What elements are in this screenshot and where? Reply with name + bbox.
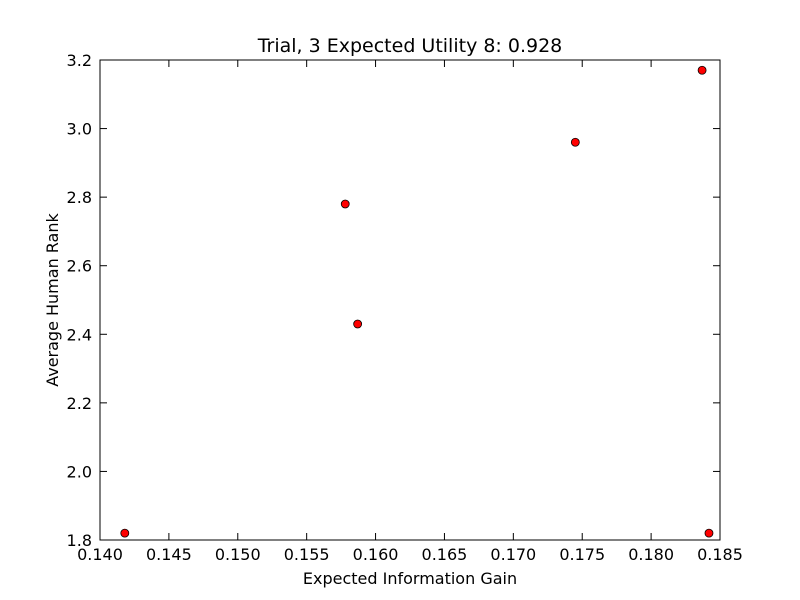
x-tick-label: 0.160 — [353, 545, 399, 564]
x-tick-label: 0.140 — [77, 545, 123, 564]
y-tick-label: 2.6 — [67, 257, 92, 276]
x-tick-label: 0.145 — [146, 545, 192, 564]
plot-frame — [99, 59, 721, 541]
data-point — [340, 199, 350, 209]
data-point — [570, 137, 580, 147]
y-tick-label: 3.2 — [67, 51, 92, 70]
x-axis-label: Expected Information Gain — [303, 569, 517, 588]
x-tick-label: 0.150 — [215, 545, 261, 564]
y-tick-label: 2.4 — [67, 325, 92, 344]
y-tick-label: 1.8 — [67, 531, 92, 550]
ticks-layer: 0.140 0.145 0.150 0.155 0.160 0.165 0.170 0.175… — [67, 51, 743, 564]
x-tick-label: 0.175 — [559, 545, 605, 564]
chart-title: Trial, 3 Expected Utility 8: 0.928 — [257, 35, 563, 57]
data-point — [704, 528, 714, 538]
x-tick-label: 0.155 — [284, 545, 330, 564]
points-layer — [120, 65, 714, 538]
data-point — [353, 319, 363, 329]
y-tick-label: 2.8 — [67, 188, 92, 207]
x-tick-label: 0.185 — [697, 545, 743, 564]
y-tick-label: 2.2 — [67, 394, 92, 413]
x-tick-label: 0.170 — [490, 545, 536, 564]
data-point — [120, 528, 130, 538]
y-axis-label: Average Human Rank — [43, 212, 62, 386]
y-tick-label: 3.0 — [67, 120, 92, 139]
x-tick-label: 0.165 — [422, 545, 468, 564]
data-point — [697, 65, 707, 75]
x-tick-label: 0.180 — [628, 545, 674, 564]
y-tick-label: 2.0 — [67, 462, 92, 481]
